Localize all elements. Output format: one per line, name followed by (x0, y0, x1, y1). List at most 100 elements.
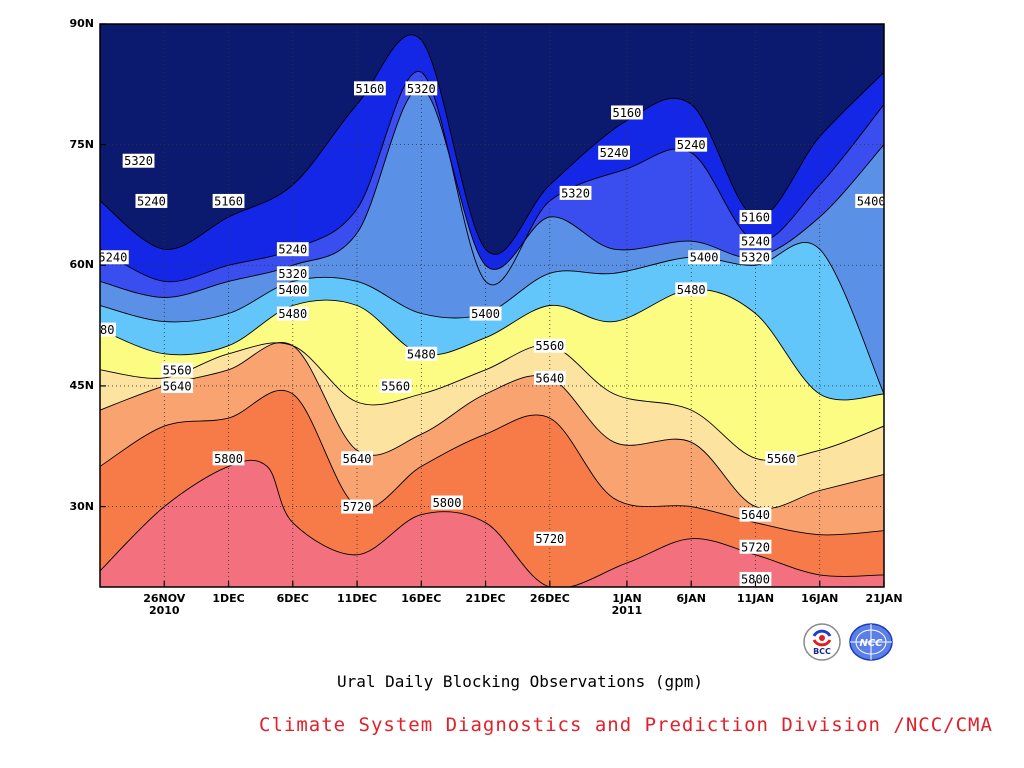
svg-text:5240: 5240 (137, 194, 166, 208)
contour-label: 5560 (765, 451, 798, 466)
svg-text:5320: 5320 (278, 267, 307, 281)
x-tick-label: 1DEC (212, 592, 245, 605)
contour-label: 5160 (212, 193, 245, 208)
contour-label: 5800 (212, 451, 245, 466)
contour-line-5720 (100, 389, 884, 536)
contour-label: 5320 (559, 185, 592, 200)
contour-label: 5400 (469, 306, 502, 321)
svg-text:5160: 5160 (741, 211, 770, 225)
svg-text:5560: 5560 (767, 452, 796, 466)
y-tick-label: 60N (69, 258, 94, 272)
contour-label: 5320 (122, 153, 155, 168)
svg-text:5240: 5240 (98, 251, 127, 265)
contour-label: 5720 (533, 531, 566, 546)
contour-line-5560 (100, 342, 884, 462)
ncc-logo-icon: NCC (848, 622, 894, 662)
svg-text:5320: 5320 (741, 251, 770, 265)
contour-label: 5480 (405, 346, 438, 361)
x-tick-label: 6DEC (276, 592, 309, 605)
credit-line: Climate System Diagnostics and Predictio… (259, 714, 993, 736)
x-tick-label: 26DEC (529, 592, 570, 605)
svg-text:5240: 5240 (600, 146, 629, 160)
contour-label: 5640 (341, 451, 373, 466)
svg-text:5240: 5240 (677, 138, 706, 152)
contour-label: 5160 (739, 210, 772, 225)
contour-label: 5400 (855, 193, 886, 208)
svg-text:5160: 5160 (355, 82, 384, 96)
contour-label: 5240 (135, 193, 168, 208)
x-tick-label: 21DEC (465, 592, 506, 605)
chart-caption: Ural Daily Blocking Observations (gpm) (336, 672, 704, 691)
contour-label: 5480 (276, 306, 309, 321)
contour-label: 5560 (533, 338, 566, 353)
svg-text:5400: 5400 (857, 194, 886, 208)
contour-label: 5240 (98, 250, 129, 265)
svg-text:5320: 5320 (124, 154, 153, 168)
x-tick-label: 1JAN 2011 (611, 592, 643, 617)
x-tick-label: 11DEC (337, 592, 378, 605)
svg-text:5400: 5400 (278, 283, 307, 297)
x-tick-label: 21JAN (865, 592, 903, 605)
contour-label: 5240 (739, 234, 772, 249)
svg-text:5560: 5560 (381, 379, 410, 393)
plot-frame (99, 23, 885, 588)
contour-label: 5240 (598, 145, 630, 160)
contour-label: 5720 (341, 499, 373, 514)
svg-text:5320: 5320 (407, 82, 436, 96)
contour-label: 5800 (431, 495, 463, 510)
contour-label: 5320 (405, 81, 438, 96)
y-tick-label: 45N (69, 378, 94, 392)
svg-text:5240: 5240 (741, 235, 770, 249)
contour-label: 5160 (354, 81, 386, 96)
svg-text:5720: 5720 (535, 532, 564, 546)
contour-label: 5640 (739, 507, 772, 522)
contour-label: 5400 (688, 250, 720, 265)
bcc-logo-icon: BCC (802, 622, 842, 662)
svg-text:5720: 5720 (741, 540, 770, 554)
contour-label: 5160 (611, 105, 643, 120)
svg-text:5320: 5320 (561, 186, 590, 200)
x-tick-label: 11JAN (736, 592, 775, 605)
svg-text:5800: 5800 (433, 496, 462, 510)
contour-label: 5560 (161, 362, 194, 377)
contour-label: 5320 (739, 250, 772, 265)
svg-text:5400: 5400 (471, 307, 500, 321)
contour-label: 5240 (276, 242, 309, 257)
svg-text:5640: 5640 (163, 379, 192, 393)
contour-label: 5400 (276, 282, 309, 297)
contour-label: 5640 (161, 378, 194, 393)
svg-text:5720: 5720 (343, 500, 372, 514)
svg-text:5480: 5480 (86, 323, 115, 337)
y-tick-label: 30N (69, 499, 94, 513)
x-tick-label: 16JAN (801, 592, 839, 605)
svg-text:5640: 5640 (343, 452, 372, 466)
contour-line-5640 (100, 341, 884, 509)
svg-text:5480: 5480 (278, 307, 307, 321)
svg-text:5560: 5560 (163, 363, 192, 377)
svg-text:5160: 5160 (214, 194, 243, 208)
svg-text:5800: 5800 (741, 572, 770, 586)
x-tick-label: 16DEC (401, 592, 442, 605)
svg-text:5400: 5400 (690, 251, 719, 265)
svg-text:5240: 5240 (278, 243, 307, 257)
contour-label: 5720 (739, 539, 772, 554)
contour-label: 5800 (739, 571, 772, 586)
svg-text:5640: 5640 (741, 508, 770, 522)
svg-text:5800: 5800 (214, 452, 243, 466)
x-tick-label: 26NOV 2010 (143, 592, 186, 617)
contour-label: 5560 (379, 378, 412, 393)
y-tick-label: 75N (69, 137, 94, 151)
x-tick-label: 6JAN (676, 592, 706, 605)
svg-text:5560: 5560 (535, 339, 564, 353)
contour-label: 5640 (533, 370, 566, 385)
contour-label: 5480 (86, 322, 116, 337)
svg-text:5480: 5480 (677, 283, 706, 297)
contour-line-5480 (100, 288, 884, 401)
band-above-5800 (100, 460, 884, 587)
contour-label: 5320 (276, 266, 309, 281)
svg-text:5480: 5480 (407, 347, 436, 361)
ncc-logo-text: NCC (859, 638, 883, 649)
contour-label: 5480 (675, 282, 708, 297)
